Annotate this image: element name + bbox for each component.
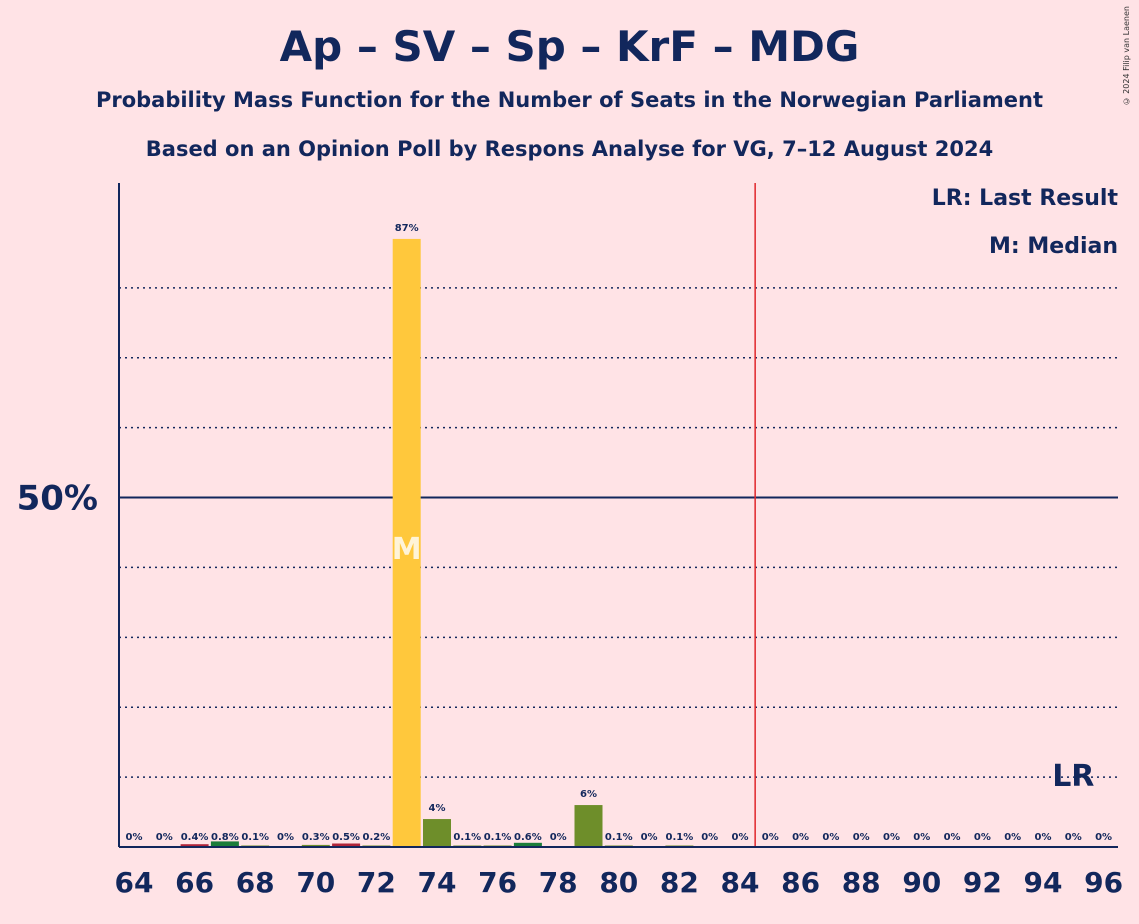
bar [180,844,209,847]
bar [392,238,421,848]
bar [513,842,542,847]
x-tick-label: 92 [963,866,1002,899]
x-tick-label: 96 [1084,866,1123,899]
x-tick-label: 72 [357,866,396,899]
x-tick-label: 82 [660,866,699,899]
data-label: 0.1% [666,832,694,843]
data-label: 0.2% [363,832,391,843]
data-label: 0% [944,832,961,843]
x-tick-label: 86 [781,866,820,899]
data-label: 0.4% [181,832,209,843]
data-label: 0.6% [514,832,542,843]
data-label: 4% [429,803,446,814]
data-label: 0% [126,832,143,843]
median-marker: M [392,532,422,567]
data-label: 0% [1004,832,1021,843]
data-label: 0.1% [241,832,269,843]
data-label: 0% [701,832,718,843]
x-tick-label: 74 [418,866,457,899]
data-label: 0.1% [453,832,481,843]
data-label: 0% [1035,832,1052,843]
data-label: 0% [762,832,779,843]
data-label: 0.5% [332,832,360,843]
data-label: 0.1% [605,832,633,843]
data-label: 6% [580,789,597,800]
y-tick-label: 50% [17,479,98,519]
data-label: 0% [277,832,294,843]
data-label: 0% [1065,832,1082,843]
data-label: 0% [1095,832,1112,843]
chart-subtitle-2: Based on an Opinion Poll by Respons Anal… [145,137,994,161]
data-label: 0.3% [302,832,330,843]
last-result-marker: LR [1052,759,1094,794]
data-label: 0% [883,832,900,843]
x-tick-label: 88 [842,866,881,899]
data-label: 0.1% [484,832,512,843]
x-tick-label: 84 [721,866,760,899]
data-label: 0% [641,832,658,843]
bar [574,805,603,847]
data-label: 0% [550,832,567,843]
x-tick-label: 90 [902,866,941,899]
chart-subtitle: Probability Mass Function for the Number… [95,88,1044,112]
data-label: 0% [974,832,991,843]
data-label: 0% [156,832,173,843]
legend-last-result: LR: Last Result [931,186,1118,211]
x-tick-label: 68 [236,866,275,899]
data-label: 0% [853,832,870,843]
data-label: 87% [395,223,419,234]
bar [332,843,361,847]
legend-median: M: Median [989,234,1118,259]
x-tick-label: 64 [115,866,154,899]
data-label: 0.8% [211,832,239,843]
x-tick-label: 78 [539,866,578,899]
data-label: 0% [732,832,749,843]
data-label: 0% [913,832,930,843]
bar [210,841,239,847]
chart-title: Ap – SV – Sp – KrF – MDG [279,22,860,71]
data-label: 0% [792,832,809,843]
bar [301,844,330,847]
x-tick-label: 94 [1024,866,1063,899]
x-tick-label: 80 [599,866,638,899]
bar [423,819,451,847]
x-tick-label: 66 [175,866,214,899]
x-tick-label: 76 [478,866,517,899]
x-tick-label: 70 [296,866,335,899]
data-label: 0% [822,832,839,843]
